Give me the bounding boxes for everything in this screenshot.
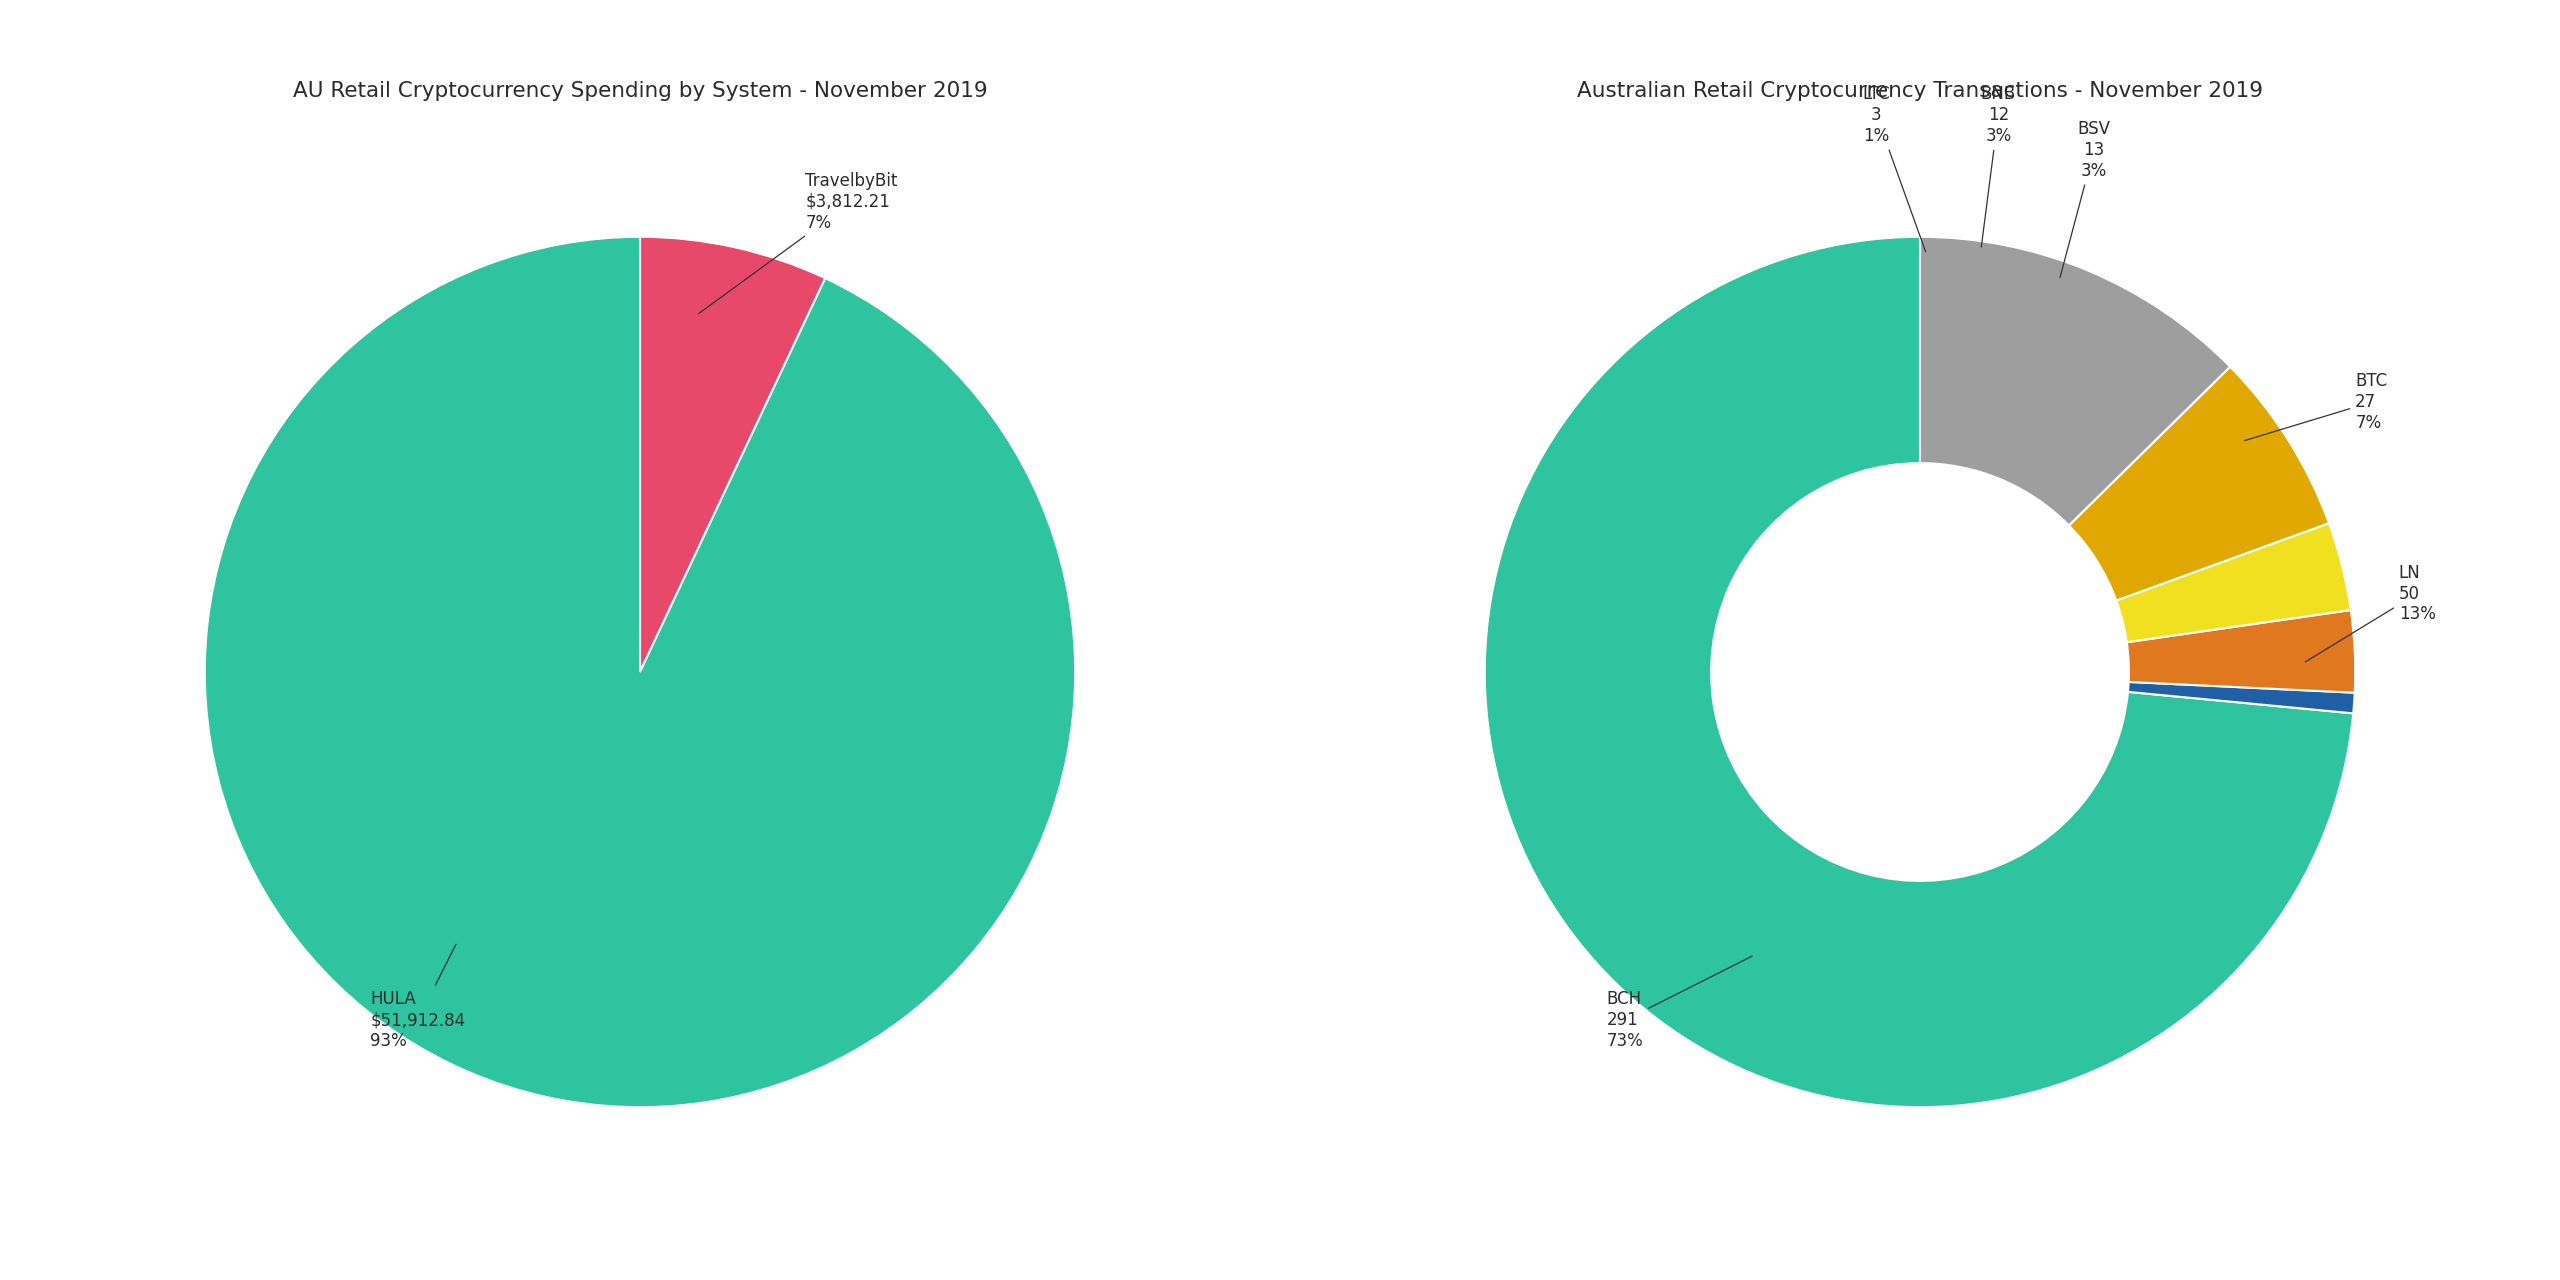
Wedge shape — [2117, 524, 2350, 643]
Wedge shape — [2127, 682, 2355, 713]
Text: BSV
13
3%: BSV 13 3% — [2061, 120, 2109, 278]
Wedge shape — [640, 237, 824, 672]
Text: BTC
27
7%: BTC 27 7% — [2245, 372, 2388, 440]
Title: Australian Retail Cryptocurrency Transactions - November 2019: Australian Retail Cryptocurrency Transac… — [1577, 82, 2263, 101]
Wedge shape — [1920, 237, 2230, 526]
Text: TravelbyBit
$3,812.21
7%: TravelbyBit $3,812.21 7% — [699, 173, 899, 314]
Text: BNB
12
3%: BNB 12 3% — [1981, 86, 2015, 247]
Wedge shape — [2127, 611, 2355, 692]
Wedge shape — [2068, 366, 2330, 600]
Text: BCH
291
73%: BCH 291 73% — [1608, 956, 1751, 1050]
Text: HULA
$51,912.84
93%: HULA $51,912.84 93% — [371, 945, 466, 1050]
Title: AU Retail Cryptocurrency Spending by System - November 2019: AU Retail Cryptocurrency Spending by Sys… — [292, 82, 988, 101]
Wedge shape — [205, 237, 1075, 1107]
Wedge shape — [1485, 237, 2353, 1107]
Text: LN
50
13%: LN 50 13% — [2307, 564, 2435, 662]
Text: LTC
3
1%: LTC 3 1% — [1864, 86, 1925, 252]
